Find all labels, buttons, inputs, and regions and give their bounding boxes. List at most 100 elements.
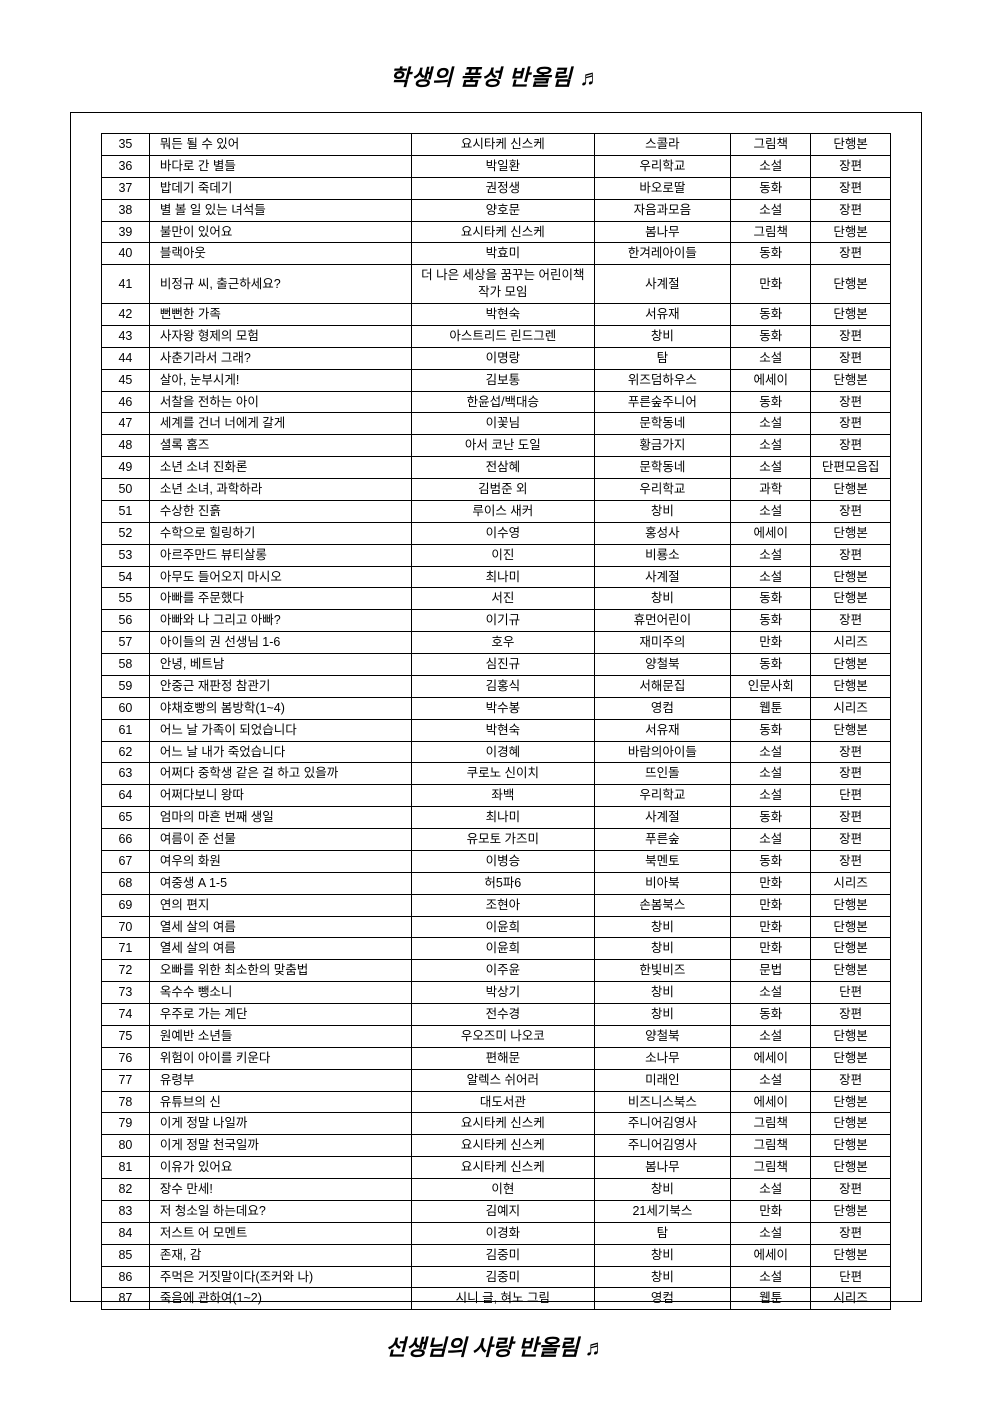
book-author: 이현 [412,1179,594,1201]
book-format: 장편 [811,347,891,369]
book-publisher: 창비 [594,1244,731,1266]
book-format: 장편 [811,243,891,265]
book-format: 단행본 [811,588,891,610]
book-title: 이게 정말 나일까 [149,1113,411,1135]
book-category: 만화 [731,872,811,894]
table-row: 64어쩌다보니 왕따좌백우리학교소설단편 [102,785,891,807]
book-publisher: 소나무 [594,1047,731,1069]
book-category: 소설 [731,347,811,369]
row-number: 71 [102,938,150,960]
table-row: 57아이들의 권 선생님 1-6호우재미주의만화시리즈 [102,632,891,654]
book-format: 단행본 [811,719,891,741]
book-format: 장편 [811,199,891,221]
book-author: 요시타케 신스케 [412,221,594,243]
book-author: 최나미 [412,566,594,588]
book-category: 그림책 [731,1135,811,1157]
book-publisher: 문학동네 [594,457,731,479]
table-row: 69연의 편지조현아손봄북스만화단행본 [102,894,891,916]
book-title: 우주로 가는 계단 [149,1004,411,1026]
row-number: 62 [102,741,150,763]
table-row: 73옥수수 뺑소니박상기창비소설단편 [102,982,891,1004]
table-row: 81이유가 있어요요시타케 신스케봄나무그림책단행본 [102,1157,891,1179]
book-title: 밥데기 죽데기 [149,177,411,199]
book-format: 단행본 [811,522,891,544]
book-title: 열세 살의 여름 [149,938,411,960]
table-row: 38별 볼 일 있는 녀석들양호문자음과모음소설장편 [102,199,891,221]
book-category: 동화 [731,719,811,741]
table-row: 72오빠를 위한 최소한의 맞춤법이주윤한빛비즈문법단행본 [102,960,891,982]
book-format: 장편 [811,435,891,457]
book-category: 소설 [731,413,811,435]
row-number: 69 [102,894,150,916]
book-table: 35뭐든 될 수 있어요시타케 신스케스콜라그림책단행본36바다로 간 별들박일… [101,133,891,1310]
book-title: 아무도 들어오지 마시오 [149,566,411,588]
row-number: 67 [102,850,150,872]
book-publisher: 홍성사 [594,522,731,544]
book-format: 장편 [811,325,891,347]
table-row: 45살아, 눈부시게!김보통위즈덤하우스에세이단행본 [102,369,891,391]
book-title: 이유가 있어요 [149,1157,411,1179]
row-number: 72 [102,960,150,982]
book-publisher: 사계절 [594,807,731,829]
row-number: 44 [102,347,150,369]
book-publisher: 21세기북스 [594,1200,731,1222]
book-publisher: 위즈덤하우스 [594,369,731,391]
book-publisher: 창비 [594,1004,731,1026]
book-author: 전삼혜 [412,457,594,479]
book-category: 에세이 [731,1091,811,1113]
book-title: 아빠와 나 그리고 아빠? [149,610,411,632]
table-row: 53아르주만드 뷰티살롱이진비룡소소설장편 [102,544,891,566]
book-publisher: 주니어김영사 [594,1113,731,1135]
book-format: 단행본 [811,1047,891,1069]
book-format: 단행본 [811,479,891,501]
book-format: 단행본 [811,221,891,243]
table-row: 66여름이 준 선물유모토 가즈미푸른숲소설장편 [102,829,891,851]
book-category: 그림책 [731,221,811,243]
table-row: 44사춘기라서 그래?이명랑탐소설장편 [102,347,891,369]
book-format: 장편 [811,850,891,872]
book-category: 동화 [731,391,811,413]
book-author: 박현숙 [412,719,594,741]
book-format: 장편 [811,1179,891,1201]
table-row: 48셜록 홈즈아서 코난 도일황금가지소설장편 [102,435,891,457]
book-title: 엄마의 마흔 번째 생일 [149,807,411,829]
book-category: 동화 [731,243,811,265]
book-format: 단편 [811,982,891,1004]
row-number: 74 [102,1004,150,1026]
book-author: 박현숙 [412,304,594,326]
table-row: 40블랙아웃박효미한겨레아이들동화장편 [102,243,891,265]
book-author: 박상기 [412,982,594,1004]
page-footer: 선생님의 사랑 반올림 ♬ [70,1330,922,1362]
book-publisher: 창비 [594,500,731,522]
book-publisher: 푸른숲 [594,829,731,851]
book-title: 어쩌다보니 왕따 [149,785,411,807]
book-format: 단행본 [811,675,891,697]
table-row: 58안녕, 베트남심진규양철북동화단행본 [102,654,891,676]
book-category: 웹툰 [731,1288,811,1310]
book-category: 소설 [731,982,811,1004]
book-category: 문법 [731,960,811,982]
book-publisher: 미래인 [594,1069,731,1091]
book-format: 장편 [811,829,891,851]
table-row: 65엄마의 마흔 번째 생일최나미사계절동화장편 [102,807,891,829]
book-format: 단행본 [811,1091,891,1113]
row-number: 37 [102,177,150,199]
book-title: 불만이 있어요 [149,221,411,243]
book-author: 김범준 외 [412,479,594,501]
row-number: 64 [102,785,150,807]
table-row: 86주먹은 거짓말이다(조커와 나)김중미창비소설단편 [102,1266,891,1288]
book-author: 편해문 [412,1047,594,1069]
book-category: 만화 [731,1200,811,1222]
book-publisher: 우리학교 [594,155,731,177]
row-number: 78 [102,1091,150,1113]
book-title: 유령부 [149,1069,411,1091]
book-title: 사춘기라서 그래? [149,347,411,369]
book-title: 어쩌다 중학생 같은 걸 하고 있을까 [149,763,411,785]
book-format: 장편 [811,155,891,177]
book-publisher: 손봄북스 [594,894,731,916]
row-number: 81 [102,1157,150,1179]
row-number: 35 [102,134,150,156]
row-number: 48 [102,435,150,457]
book-author: 이주윤 [412,960,594,982]
book-author: 심진규 [412,654,594,676]
